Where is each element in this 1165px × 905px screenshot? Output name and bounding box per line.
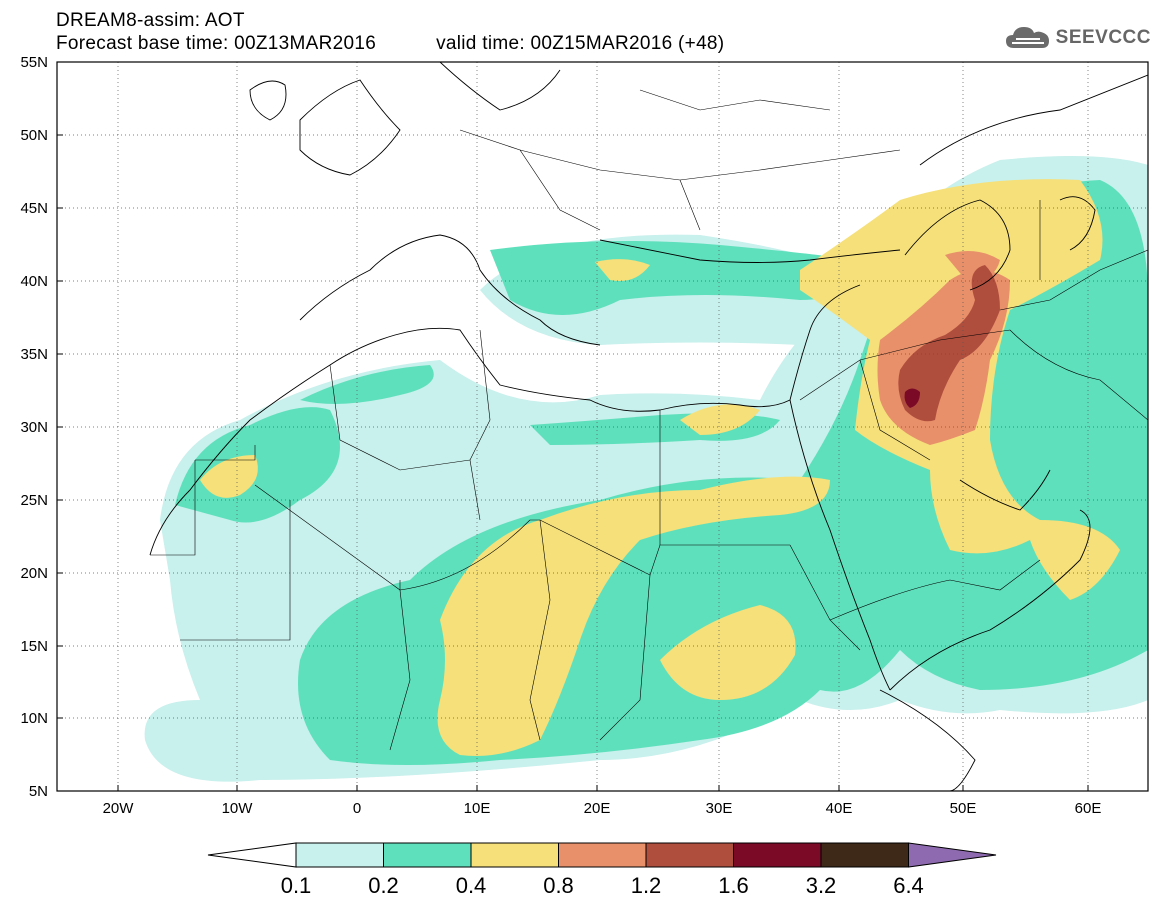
colorbar-label: 6.4 bbox=[893, 873, 924, 898]
lat-label: 15N bbox=[20, 638, 48, 655]
base-time: Forecast base time: 00Z13MAR2016 bbox=[56, 33, 377, 54]
lon-label: 30E bbox=[706, 800, 733, 817]
colorbar-label: 0.8 bbox=[543, 873, 574, 898]
aot-field bbox=[144, 156, 1148, 782]
lon-label: 20W bbox=[103, 800, 135, 817]
colorbar-label: 3.2 bbox=[806, 873, 837, 898]
lat-label: 45N bbox=[20, 200, 48, 217]
colorbar-swatch-4 bbox=[558, 842, 647, 868]
lat-label: 10N bbox=[20, 710, 48, 727]
latitude-labels: 55N 50N 45N 40N 35N 30N 25N 20N 15N 10N … bbox=[20, 54, 48, 800]
aot-level-1.2 bbox=[898, 265, 1000, 422]
lon-label: 50E bbox=[950, 800, 977, 817]
colorbar-label: 1.2 bbox=[631, 873, 662, 898]
graticule bbox=[57, 62, 1148, 791]
seevccc-logo: SEEVCCC bbox=[1004, 24, 1151, 52]
aot-level-1.6 bbox=[904, 388, 920, 408]
colorbar-label: 1.6 bbox=[718, 873, 749, 898]
valid-time: valid time: 00Z15MAR2016 (+48) bbox=[436, 33, 725, 54]
longitude-labels: 20W 10W 0 10E 20E 30E 40E 50E 60E bbox=[103, 800, 1102, 817]
lat-label: 40N bbox=[20, 273, 48, 290]
lat-label: 25N bbox=[20, 492, 48, 509]
lon-label: 20E bbox=[584, 800, 611, 817]
lat-label: 30N bbox=[20, 419, 48, 436]
coastlines bbox=[149, 62, 1148, 791]
lon-label: 10W bbox=[222, 800, 254, 817]
lon-label: 40E bbox=[826, 800, 853, 817]
colorbar-above-arrow bbox=[908, 842, 997, 868]
cloud-icon bbox=[1005, 27, 1049, 48]
lat-label: 35N bbox=[20, 346, 48, 363]
colorbar-swatch-5 bbox=[645, 842, 734, 868]
colorbar-swatch-6 bbox=[733, 842, 822, 868]
colorbar-swatch-7 bbox=[820, 842, 909, 868]
logo-text: SEEVCCC bbox=[1055, 27, 1151, 48]
colorbar-label: 0.2 bbox=[368, 873, 399, 898]
lon-label: 0 bbox=[353, 800, 361, 817]
lat-label: 55N bbox=[20, 54, 48, 71]
colorbar-swatch-2 bbox=[383, 842, 472, 868]
lat-label: 20N bbox=[20, 565, 48, 582]
lon-label: 10E bbox=[464, 800, 491, 817]
colorbar-swatch-1 bbox=[295, 842, 384, 868]
axis-ticks bbox=[57, 61, 1089, 792]
colorbar-swatch-3 bbox=[470, 842, 559, 868]
colorbar-label: 0.1 bbox=[281, 873, 312, 898]
lat-label: 50N bbox=[20, 127, 48, 144]
colorbar bbox=[207, 842, 997, 868]
lon-label: 60E bbox=[1075, 800, 1102, 817]
forecast-times: Forecast base time: 00Z13MAR2016 valid ti… bbox=[56, 33, 724, 55]
colorbar-label: 0.4 bbox=[456, 873, 487, 898]
borders bbox=[150, 89, 1148, 751]
colorbar-labels: 0.1 0.2 0.4 0.8 1.2 1.6 3.2 6.4 bbox=[281, 873, 924, 898]
product-title: DREAM8-assim: AOT bbox=[56, 10, 245, 31]
aot-level-0.4 bbox=[200, 455, 258, 498]
lat-label: 5N bbox=[29, 783, 48, 800]
colorbar-below-arrow bbox=[207, 842, 297, 868]
